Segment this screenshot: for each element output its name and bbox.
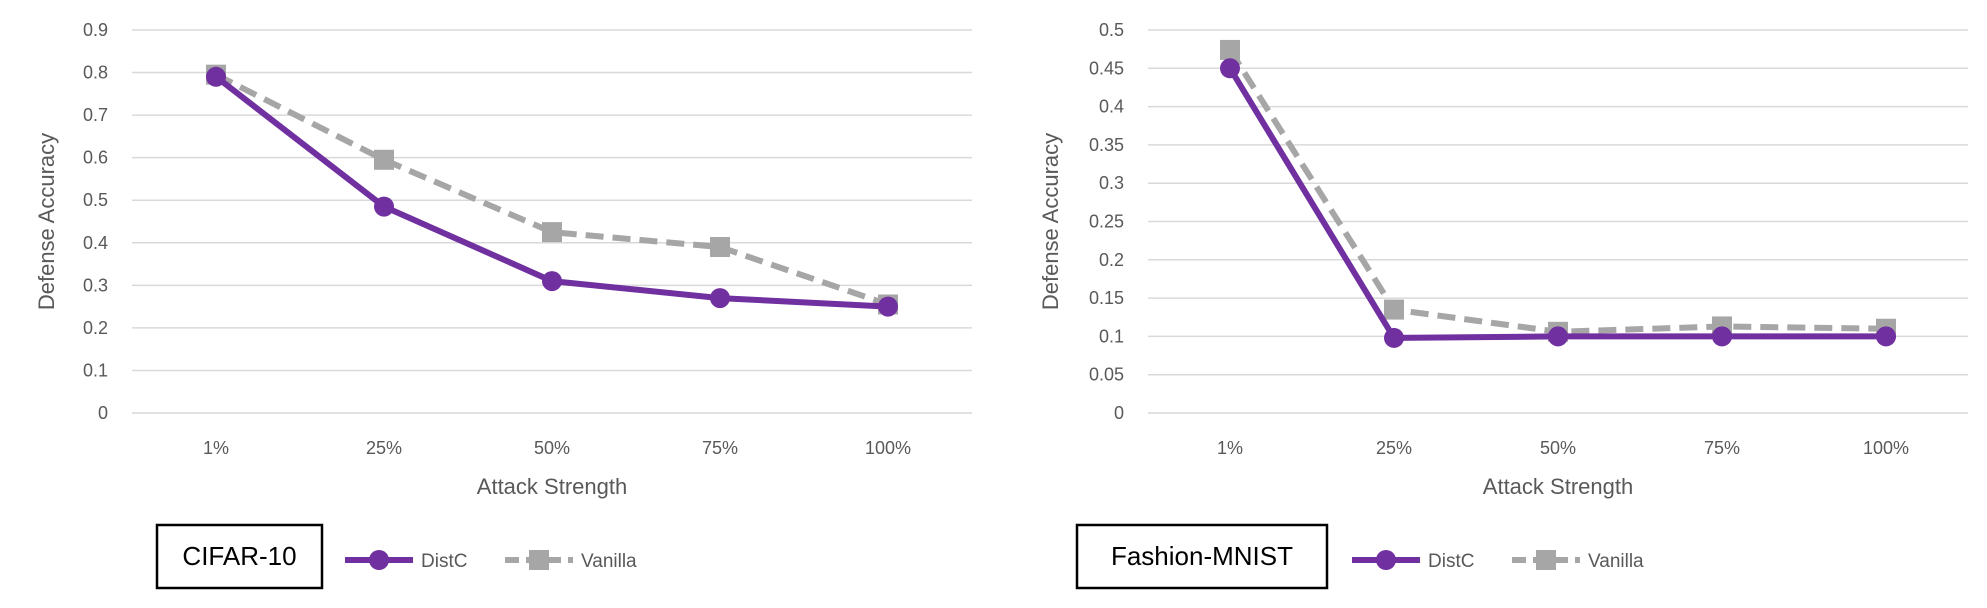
data-point-distc	[1548, 326, 1568, 347]
x-tick-label: 100%	[1863, 438, 1909, 458]
legend-marker-circle	[1376, 550, 1396, 570]
x-axis-title: Attack Strength	[1483, 474, 1633, 499]
y-tick-label: 0.7	[83, 105, 108, 125]
legend-label: DistC	[1428, 551, 1474, 572]
y-tick-label: 0.2	[83, 318, 108, 338]
y-axis-title: Defense Accuracy	[34, 133, 59, 310]
y-tick-label: 0.25	[1089, 212, 1124, 232]
y-tick-label: 0.45	[1089, 58, 1124, 78]
series-line-vanilla	[1227, 48, 1887, 335]
y-tick-label: 0.35	[1089, 135, 1124, 155]
chart-fashion-mnist: 0 0.05 0.1 0.15 0.2 0.25 0.3 0.35 0.4 0.45 0.5 1% 25…	[1038, 20, 1968, 590]
dataset-label: CIFAR-10	[182, 541, 296, 571]
x-tick-label: 50%	[534, 438, 570, 458]
data-point-distc	[1220, 58, 1240, 79]
y-tick-label: 0.6	[83, 148, 108, 168]
x-tick-label: 50%	[1540, 438, 1576, 458]
data-point-distc	[1384, 327, 1404, 348]
series-line-vanilla	[214, 72, 889, 308]
y-tick-label: 0.1	[83, 360, 108, 380]
y-tick-label: 0	[1114, 403, 1124, 423]
x-tick-label: 75%	[702, 438, 738, 458]
y-tick-label: 0.15	[1089, 288, 1124, 308]
y-tick-label: 0.1	[1099, 326, 1124, 346]
legend-label: DistC	[421, 551, 467, 572]
legend-label: Vanilla	[581, 551, 637, 572]
data-point-distc	[1876, 326, 1896, 347]
dataset-label-box	[155, 523, 324, 590]
data-point-distc	[878, 296, 898, 317]
data-point-vanilla	[1384, 299, 1404, 320]
data-point-distc	[710, 288, 730, 309]
y-tick-label: 0.5	[83, 190, 108, 210]
data-point-vanilla	[542, 222, 562, 243]
x-tick-label: 25%	[1376, 438, 1412, 458]
y-tick-label: 0.05	[1089, 365, 1124, 385]
data-point-vanilla	[1220, 39, 1240, 60]
y-tick-label: 0.9	[83, 20, 108, 40]
dataset-label: Fashion-MNIST	[1111, 541, 1293, 571]
data-point-distc	[374, 196, 394, 217]
y-tick-label: 0.2	[1099, 250, 1124, 270]
dataset-label-box	[1075, 523, 1329, 590]
x-tick-label: 100%	[865, 438, 911, 458]
x-tick-label: 1%	[1217, 438, 1243, 458]
x-tick-label: 1%	[203, 438, 229, 458]
x-tick-label: 25%	[366, 438, 402, 458]
y-tick-label: 0.4	[83, 233, 108, 253]
legend-label: Vanilla	[1588, 551, 1644, 572]
x-axis-title: Attack Strength	[477, 474, 627, 499]
y-tick-label: 0.8	[83, 63, 108, 83]
legend-marker-circle	[369, 550, 389, 570]
legend-marker-square	[529, 550, 549, 570]
chart-cifar10: 0 0.1 0.2 0.3 0.4 0.5 0.6 0.7 0.8 0.9 1% 25% 50% 75% 1…	[34, 20, 972, 590]
y-tick-label: 0.3	[1099, 173, 1124, 193]
y-tick-label: 0.4	[1099, 97, 1124, 117]
data-point-distc	[1712, 326, 1732, 347]
x-tick-label: 75%	[1704, 438, 1740, 458]
y-axis-title: Defense Accuracy	[1038, 133, 1063, 310]
data-point-vanilla	[374, 149, 394, 170]
data-point-distc	[542, 271, 562, 292]
data-point-distc	[206, 66, 226, 87]
y-tick-label: 0.3	[83, 275, 108, 295]
y-tick-label: 0	[98, 403, 108, 423]
legend-marker-square	[1536, 550, 1556, 570]
y-tick-label: 0.5	[1099, 20, 1124, 40]
data-point-vanilla	[710, 237, 730, 258]
